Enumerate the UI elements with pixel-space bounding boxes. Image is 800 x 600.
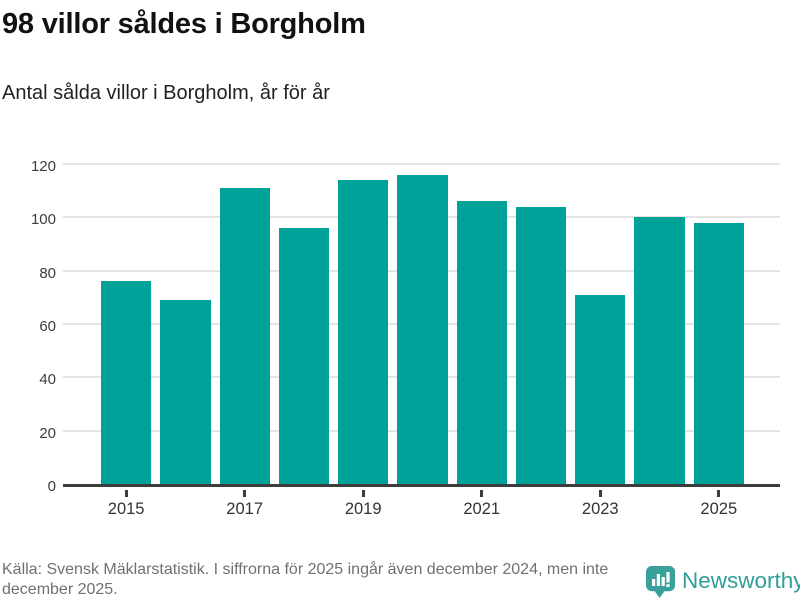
x-tick-mark-2017 — [243, 490, 247, 497]
x-tick-cell — [457, 490, 507, 497]
x-tick-label-empty — [160, 499, 210, 519]
x-tick-label-2015: 2015 — [107, 500, 145, 518]
x-tick-mark-2021 — [480, 490, 484, 497]
bar-2022 — [515, 206, 567, 484]
bar-2023 — [575, 294, 626, 484]
bar-2025 — [693, 222, 744, 484]
bar-2017 — [219, 188, 270, 484]
x-tick-mark-2015 — [124, 490, 128, 497]
chart-title: 98 villor såldes i Borgholm — [2, 8, 366, 40]
x-tick-label-empty — [279, 499, 329, 519]
x-tick-cell — [516, 490, 566, 497]
bar-2024 — [634, 217, 685, 484]
chart-subtitle: Antal sålda villor i Borgholm, år för år — [2, 82, 330, 104]
x-tick-cell — [101, 490, 151, 497]
bar-2020 — [397, 174, 448, 484]
x-tick-label-empty — [516, 499, 566, 519]
y-tick-label-20: 20 — [39, 424, 56, 442]
y-tick-label-0: 0 — [47, 478, 56, 495]
x-tick-mark-2023 — [598, 490, 602, 497]
x-tick-cell — [634, 490, 684, 497]
x-tick-label-2023: 2023 — [581, 500, 619, 518]
x-axis-ticks — [101, 490, 744, 497]
x-tick-label-empty — [634, 499, 684, 519]
x-tick-mark-2025 — [717, 490, 721, 497]
x-tick-mark-2019 — [361, 490, 365, 497]
plot-area — [63, 163, 780, 487]
x-tick-cell — [694, 490, 744, 497]
y-tick-label-80: 80 — [39, 264, 56, 282]
x-tick-cell — [279, 490, 329, 497]
x-tick-label-empty — [397, 499, 447, 519]
x-tick-label-2017: 2017 — [226, 500, 264, 518]
bar-2019 — [338, 180, 389, 484]
x-tick-cell — [220, 490, 270, 497]
y-tick-label-60: 60 — [39, 318, 56, 335]
y-tick-label-100: 100 — [30, 211, 56, 229]
x-tick-cell — [338, 490, 388, 497]
x-axis-labels: 2015 2017 2019 2021 2023 2025 — [101, 499, 744, 519]
y-axis-labels: 0 20 40 60 80 100 120 — [0, 158, 56, 495]
gridline-120 — [63, 163, 780, 165]
newsworthy-logo: Newsworthy — [646, 565, 800, 599]
x-tick-cell — [397, 490, 447, 497]
newsworthy-wordmark: Newsworthy — [682, 568, 800, 593]
bar-2018 — [278, 228, 330, 484]
x-tick-cell — [575, 490, 625, 497]
source-note: Källa: Svensk Mäklarstatistik. I siffror… — [2, 561, 609, 598]
x-tick-cell — [160, 490, 210, 497]
y-tick-label-120: 120 — [30, 158, 56, 175]
x-tick-label-2025: 2025 — [700, 500, 738, 518]
x-tick-label-2019: 2019 — [344, 500, 382, 518]
bar-series — [101, 167, 744, 484]
y-tick-label-40: 40 — [39, 371, 56, 389]
x-tick-label-2021: 2021 — [463, 500, 501, 518]
bar-chart-speech-bubble-icon — [646, 565, 676, 598]
bar-2021 — [456, 201, 507, 484]
bar-2015 — [101, 281, 152, 484]
bar-2016 — [160, 300, 211, 484]
